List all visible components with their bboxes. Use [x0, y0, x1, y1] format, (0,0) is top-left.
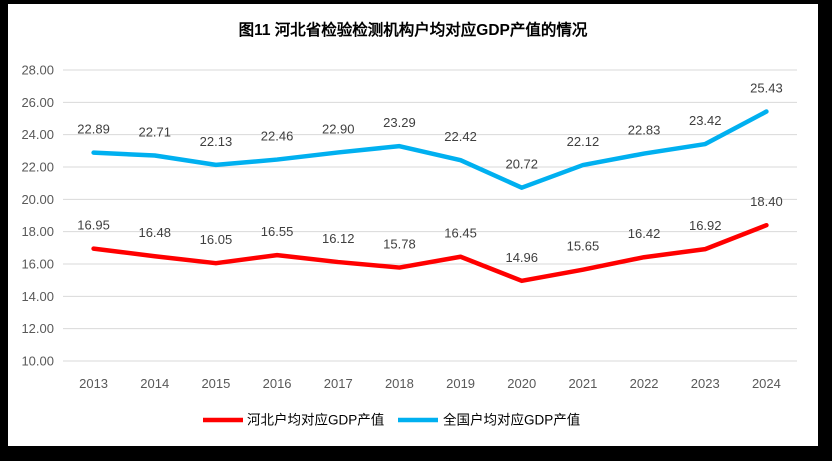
chart-title: 图11 河北省检验检测机构户均对应GDP产值的情况: [239, 20, 588, 39]
data-label: 23.42: [689, 113, 722, 128]
data-label: 15.78: [383, 237, 416, 252]
x-tick-label: 2021: [568, 376, 597, 391]
data-label: 22.46: [261, 129, 294, 144]
data-label: 20.72: [505, 157, 538, 172]
x-tick-label: 2014: [140, 376, 169, 391]
y-tick-label: 12.00: [21, 321, 54, 336]
data-label: 16.55: [261, 224, 294, 239]
x-tick-label: 2013: [79, 376, 108, 391]
x-tick-label: 2019: [446, 376, 475, 391]
y-tick-label: 28.00: [21, 63, 54, 78]
x-tick-label: 2015: [201, 376, 230, 391]
x-tick-label: 2020: [507, 376, 536, 391]
y-tick-label: 10.00: [21, 354, 54, 369]
data-label: 16.92: [689, 218, 722, 233]
data-label: 22.12: [567, 134, 600, 149]
legend: 河北户均对应GDP产值 全国户均对应GDP产值: [203, 412, 580, 428]
y-tick-label: 14.00: [21, 289, 54, 304]
data-label: 16.48: [138, 225, 171, 240]
x-tick-label: 2018: [385, 376, 414, 391]
y-tick-label: 22.00: [21, 160, 54, 175]
data-labels: 16.95 16.48 16.05 16.55 16.12 15.78 16.45 14.96…: [77, 81, 782, 265]
data-label: 22.71: [138, 125, 171, 140]
data-label: 22.13: [200, 134, 233, 149]
x-tick-label: 2016: [263, 376, 292, 391]
data-label: 22.42: [444, 129, 477, 144]
legend-label-hebei: 河北户均对应GDP产值: [247, 412, 384, 428]
y-tick-label: 18.00: [21, 224, 54, 239]
data-label: 22.89: [77, 122, 110, 137]
x-axis-tick-labels: 2013 2014 2015 2016 2017 2018 2019 2020 2021 2022…: [79, 376, 781, 391]
data-label: 16.12: [322, 231, 355, 246]
x-tick-label: 2022: [630, 376, 659, 391]
y-tick-label: 20.00: [21, 192, 54, 207]
data-label: 22.83: [628, 123, 661, 138]
line-chart: 10.00 12.00 14.00 16.00 18.00 20.00 22.00 24.00…: [21, 20, 797, 428]
data-label: 25.43: [750, 81, 783, 96]
series-line-1: [91, 109, 769, 190]
data-label: 14.96: [505, 250, 538, 265]
data-label: 22.90: [322, 121, 355, 136]
data-label: 16.42: [628, 226, 661, 241]
y-tick-label: 24.00: [21, 127, 54, 142]
data-label: 18.40: [750, 194, 783, 209]
chart-canvas: 10.00 12.00 14.00 16.00 18.00 20.00 22.00 24.00…: [8, 4, 818, 446]
data-label: 16.95: [77, 218, 110, 233]
y-axis-tick-labels: 10.00 12.00 14.00 16.00 18.00 20.00 22.00 24.00…: [21, 63, 54, 369]
data-label: 16.05: [200, 232, 233, 247]
x-tick-label: 2017: [324, 376, 353, 391]
y-tick-label: 26.00: [21, 95, 54, 110]
x-tick-label: 2024: [752, 376, 781, 391]
series-lines: [91, 109, 769, 284]
legend-label-national: 全国户均对应GDP产值: [443, 412, 580, 428]
data-label: 23.29: [383, 115, 416, 130]
y-tick-label: 16.00: [21, 257, 54, 272]
data-label: 16.45: [444, 226, 477, 241]
data-label: 15.65: [567, 239, 600, 254]
gridlines: [63, 69, 797, 362]
x-tick-label: 2023: [691, 376, 720, 391]
series-line-0: [91, 222, 769, 284]
